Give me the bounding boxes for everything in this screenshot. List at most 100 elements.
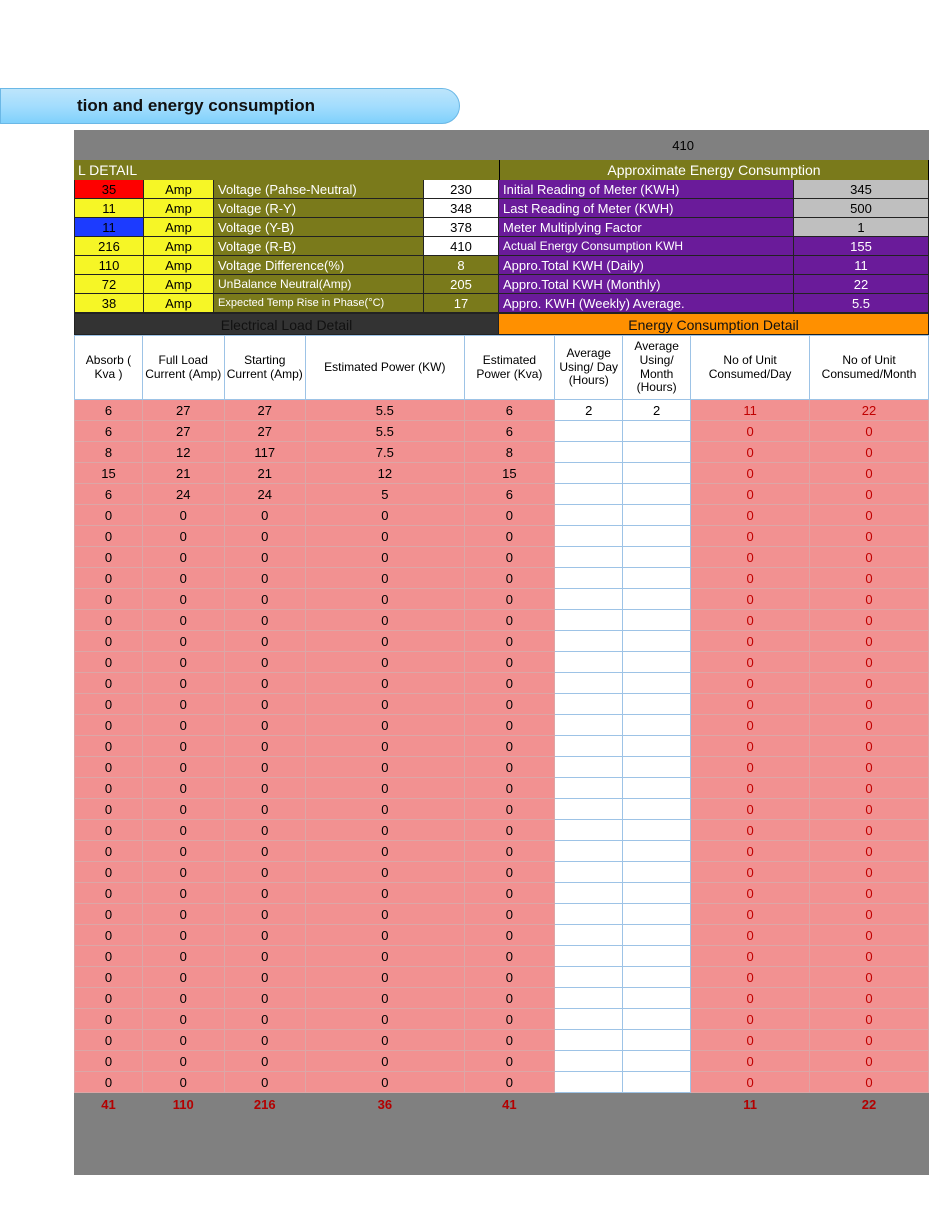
table-row: 627275.5600 — [75, 421, 929, 442]
table-cell: 0 — [691, 631, 810, 652]
table-cell: 6 — [75, 484, 143, 505]
table-cell: 6 — [75, 400, 143, 421]
detail-num: 11 — [74, 218, 144, 237]
table-cell — [623, 799, 691, 820]
energy-row: Appro.Total KWH (Daily)11 — [499, 256, 929, 275]
table-row: 0000000 — [75, 505, 929, 526]
table-cell: 21 — [142, 463, 224, 484]
table-cell: 0 — [306, 883, 465, 904]
table-cell: 0 — [464, 925, 555, 946]
main-data-table: Absorb ( Kva )Full Load Current (Amp)Sta… — [74, 335, 929, 1115]
table-cell: 0 — [75, 904, 143, 925]
table-cell: 0 — [306, 736, 465, 757]
table-row: 0000000 — [75, 883, 929, 904]
table-cell: 0 — [224, 694, 306, 715]
table-cell: 6 — [464, 400, 555, 421]
table-cell: 0 — [306, 820, 465, 841]
table-cell — [623, 757, 691, 778]
table-cell: 0 — [810, 883, 929, 904]
table-cell: 0 — [142, 547, 224, 568]
table-cell — [555, 1030, 623, 1051]
table-cell — [623, 421, 691, 442]
table-cell: 0 — [306, 547, 465, 568]
table-cell: 0 — [464, 694, 555, 715]
table-cell: 15 — [75, 463, 143, 484]
table-cell: 0 — [464, 631, 555, 652]
table-cell — [623, 1030, 691, 1051]
energy-value: 11 — [794, 256, 929, 275]
table-cell: 0 — [142, 715, 224, 736]
detail-amp: Amp — [144, 256, 214, 275]
table-cell: 0 — [691, 841, 810, 862]
table-cell: 0 — [75, 862, 143, 883]
table-cell: 0 — [691, 925, 810, 946]
table-cell: 0 — [75, 568, 143, 589]
table-row: 8121177.5800 — [75, 442, 929, 463]
table-cell: 0 — [75, 526, 143, 547]
section-header-row: Electrical Load Detail Energy Consumptio… — [74, 313, 929, 335]
table-cell: 0 — [691, 421, 810, 442]
column-header: Estimated Power (KW) — [306, 336, 465, 400]
energy-row: Meter Multiplying Factor1 — [499, 218, 929, 237]
detail-value: 230 — [424, 180, 499, 199]
table-cell: 0 — [464, 547, 555, 568]
table-cell: 0 — [224, 505, 306, 526]
table-row: 0000000 — [75, 925, 929, 946]
table-cell — [555, 904, 623, 925]
table-cell — [623, 547, 691, 568]
table-cell: 0 — [142, 631, 224, 652]
table-cell — [623, 589, 691, 610]
spreadsheet-frame: 410 L DETAIL 35AmpVoltage (Pahse-Neutral… — [74, 130, 929, 1175]
detail-row: 11AmpVoltage (Y-B)378 — [74, 218, 499, 237]
table-cell: 0 — [306, 925, 465, 946]
table-row: 0000000 — [75, 757, 929, 778]
table-cell: 0 — [142, 736, 224, 757]
table-cell: 0 — [691, 505, 810, 526]
table-cell: 0 — [464, 904, 555, 925]
table-cell — [555, 421, 623, 442]
table-cell: 8 — [75, 442, 143, 463]
table-cell: 0 — [306, 967, 465, 988]
table-cell: 0 — [142, 904, 224, 925]
table-cell: 0 — [75, 505, 143, 526]
detail-amp: Amp — [144, 180, 214, 199]
table-cell: 0 — [224, 1072, 306, 1093]
table-cell — [623, 463, 691, 484]
table-cell: 0 — [75, 778, 143, 799]
table-cell: 0 — [306, 610, 465, 631]
table-cell: 0 — [306, 757, 465, 778]
table-cell — [555, 736, 623, 757]
table-cell — [623, 526, 691, 547]
table-cell: 0 — [691, 610, 810, 631]
table-cell — [555, 547, 623, 568]
detail-amp: Amp — [144, 294, 214, 313]
table-row: 0000000 — [75, 610, 929, 631]
table-cell: 0 — [224, 610, 306, 631]
table-cell: 0 — [464, 736, 555, 757]
table-cell: 0 — [224, 946, 306, 967]
table-cell: 0 — [306, 526, 465, 547]
table-header-row: Absorb ( Kva )Full Load Current (Amp)Sta… — [75, 336, 929, 400]
table-cell: 0 — [810, 988, 929, 1009]
detail-num: 110 — [74, 256, 144, 275]
detail-row: 35AmpVoltage (Pahse-Neutral)230 — [74, 180, 499, 199]
table-cell — [623, 694, 691, 715]
table-row: 0000000 — [75, 631, 929, 652]
table-cell — [555, 715, 623, 736]
table-cell: 0 — [142, 862, 224, 883]
banner-wrap: tion and energy consumption — [0, 88, 950, 130]
table-cell — [555, 442, 623, 463]
column-header: No of Unit Consumed/Day — [691, 336, 810, 400]
energy-value: 5.5 — [794, 294, 929, 313]
table-cell: 0 — [75, 673, 143, 694]
top-number: 410 — [672, 138, 694, 153]
table-row: 0000000 — [75, 526, 929, 547]
table-cell: 0 — [810, 694, 929, 715]
table-cell: 0 — [810, 421, 929, 442]
table-cell: 0 — [464, 946, 555, 967]
table-cell: 0 — [691, 778, 810, 799]
table-cell: 0 — [810, 757, 929, 778]
table-row: 0000000 — [75, 946, 929, 967]
table-cell: 0 — [142, 883, 224, 904]
table-cell — [623, 1051, 691, 1072]
